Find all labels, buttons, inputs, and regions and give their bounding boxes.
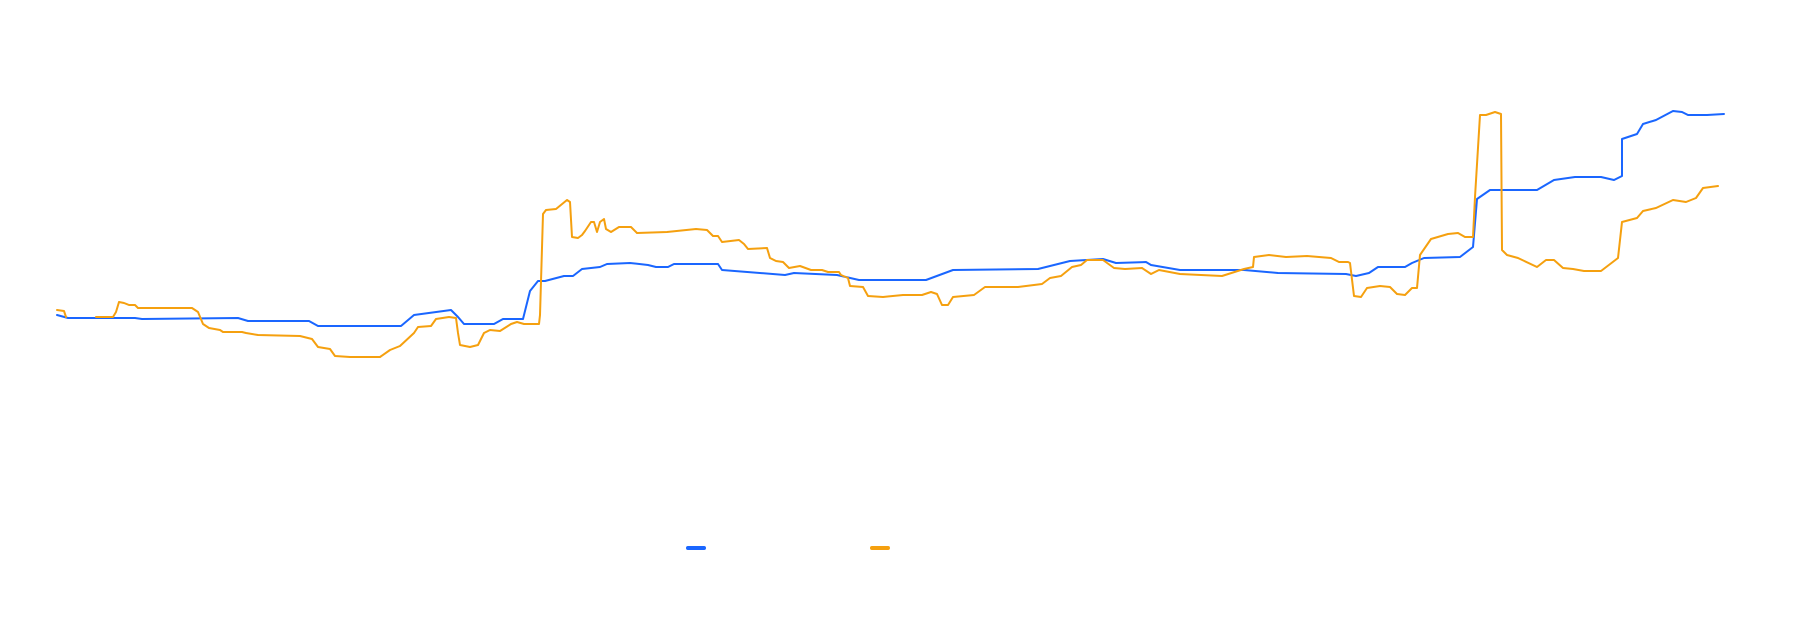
- series-2-line-segment-2: [95, 111, 1719, 358]
- plot-area: [56, 110, 1725, 358]
- series-1-line-segment-1: [56, 110, 1725, 327]
- series-2-line-segment-1: [56, 309, 67, 318]
